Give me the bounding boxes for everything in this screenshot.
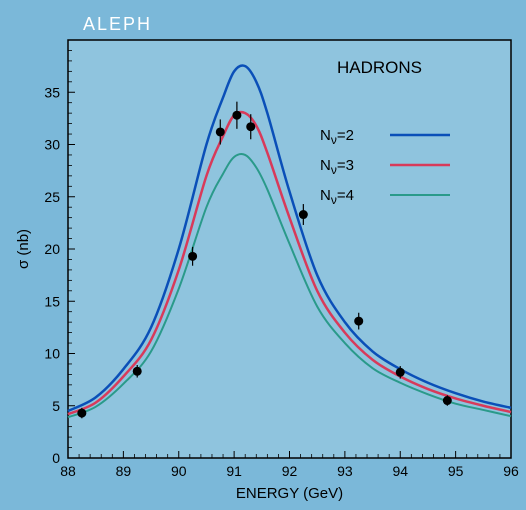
title: ALEPH xyxy=(83,14,152,34)
ytick-label: 20 xyxy=(44,241,60,257)
data-point xyxy=(216,127,225,136)
ytick-label: 35 xyxy=(44,84,60,100)
data-point xyxy=(232,111,241,120)
ytick-label: 15 xyxy=(44,293,60,309)
xtick-label: 93 xyxy=(337,463,353,479)
xtick-label: 88 xyxy=(60,463,76,479)
xtick-label: 90 xyxy=(171,463,187,479)
data-point xyxy=(133,367,142,376)
data-point xyxy=(396,368,405,377)
xtick-label: 96 xyxy=(503,463,519,479)
data-point xyxy=(246,122,255,131)
xtick-label: 94 xyxy=(392,463,408,479)
xtick-label: 91 xyxy=(226,463,242,479)
ytick-label: 5 xyxy=(52,398,60,414)
data-point xyxy=(77,409,86,418)
xtick-label: 95 xyxy=(448,463,464,479)
xtick-label: 92 xyxy=(282,463,298,479)
data-point xyxy=(188,252,197,261)
ytick-label: 30 xyxy=(44,137,60,153)
ytick-label: 0 xyxy=(52,450,60,466)
data-point xyxy=(354,317,363,326)
xtick-label: 89 xyxy=(116,463,132,479)
ytick-label: 25 xyxy=(44,189,60,205)
chart-svg: ALEPH 88 89 90 91 92 93 94 95 96 0 5 10 15 20 25 30 35 ENE… xyxy=(0,0,526,510)
ytick-label: 10 xyxy=(44,346,60,362)
x-axis-label: ENERGY (GeV) xyxy=(236,485,343,502)
data-point xyxy=(443,396,452,405)
data-point xyxy=(299,210,308,219)
subtitle: HADRONS xyxy=(337,58,422,77)
y-axis-label: σ (nb) xyxy=(15,229,32,269)
